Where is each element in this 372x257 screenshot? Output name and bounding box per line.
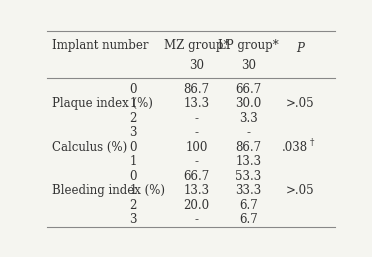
Text: 1: 1 [129,155,137,168]
Text: 100: 100 [185,141,208,154]
Text: Implant number: Implant number [52,39,149,52]
Text: Plaque index (%): Plaque index (%) [52,97,153,111]
Text: 86.7: 86.7 [183,83,209,96]
Text: 53.3: 53.3 [235,170,262,183]
Text: 0: 0 [129,170,137,183]
Text: 66.7: 66.7 [235,83,262,96]
Text: 13.3: 13.3 [235,155,262,168]
Text: 66.7: 66.7 [183,170,209,183]
Text: -: - [195,126,198,139]
Text: -: - [246,126,250,139]
Text: 86.7: 86.7 [235,141,262,154]
Text: -: - [195,155,198,168]
Text: MZ group*: MZ group* [164,39,229,52]
Text: 13.3: 13.3 [183,184,209,197]
Text: .038: .038 [281,141,308,154]
Text: >.05: >.05 [286,97,314,111]
Text: 6.7: 6.7 [239,199,258,212]
Text: -: - [195,112,198,125]
Text: Bleeding index (%): Bleeding index (%) [52,184,165,197]
Text: 6.7: 6.7 [239,213,258,226]
Text: 3: 3 [129,126,137,139]
Text: 13.3: 13.3 [183,97,209,111]
Text: 33.3: 33.3 [235,184,262,197]
Text: P: P [296,42,304,55]
Text: 3.3: 3.3 [239,112,258,125]
Text: -: - [195,213,198,226]
Text: 30: 30 [189,59,204,71]
Text: 2: 2 [129,112,137,125]
Text: 30: 30 [241,59,256,71]
Text: Calculus (%): Calculus (%) [52,141,128,154]
Text: 0: 0 [129,83,137,96]
Text: 1: 1 [129,97,137,111]
Text: 2: 2 [129,199,137,212]
Text: 20.0: 20.0 [183,199,209,212]
Text: 3: 3 [129,213,137,226]
Text: 1: 1 [129,184,137,197]
Text: †: † [310,139,314,148]
Text: 0: 0 [129,141,137,154]
Text: >.05: >.05 [286,184,314,197]
Text: LP group*: LP group* [218,39,279,52]
Text: 30.0: 30.0 [235,97,262,111]
